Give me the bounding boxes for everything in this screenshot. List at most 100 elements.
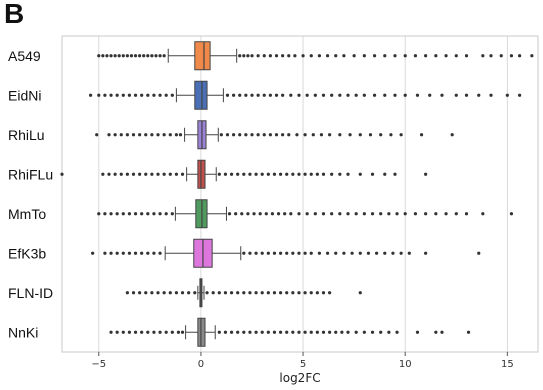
outlier-point [272,330,277,334]
box-a549 [97,41,534,71]
outlier-point [403,212,407,216]
outlier-point [101,172,105,176]
outlier-point [180,172,185,176]
category-label: FLN-ID [8,285,53,301]
outlier-point [236,172,240,176]
outlier-point [146,330,150,334]
outlier-point [434,54,438,58]
outlier-point [152,212,156,216]
outlier-point [262,54,266,58]
outlier-point [121,93,125,97]
outlier-point [125,291,129,295]
outlier-point [170,93,174,97]
outlier-point [131,133,136,137]
outlier-point [158,54,162,58]
outlier-point [227,212,232,216]
outlier-point [272,172,277,176]
outlier-point [291,330,295,334]
outlier-point [125,133,129,137]
outlier-point [144,172,148,176]
outlier-point [319,133,324,137]
outlier-point [105,54,109,58]
outlier-point [264,212,268,216]
outlier-point [303,330,307,334]
outlier-point [256,133,260,137]
outlier-point [358,133,362,137]
outlier-point [217,291,221,295]
outlier-point [338,172,342,176]
outlier-point [444,54,448,58]
outlier-point [342,251,346,255]
outlier-point [258,212,262,216]
outlier-point [89,93,93,97]
outlier-point [321,212,326,216]
outlier-point [242,251,246,255]
outlier-point [242,291,246,295]
outlier-point [131,291,136,295]
outlier-point [362,330,366,334]
outlier-point [248,330,252,334]
outlier-point [232,93,236,97]
outlier-point [303,251,307,255]
outlier-point [158,251,162,255]
outlier-point [293,54,297,58]
outlier-point [303,172,307,176]
outlier-point [236,330,240,334]
outlier-point [260,291,264,295]
outlier-point [391,251,395,255]
box-iqr [194,41,211,71]
outlier-point [140,212,144,216]
outlier-point [464,212,469,216]
outlier-point [387,212,391,216]
outlier-point [121,54,125,58]
plot-frame [61,35,539,353]
outlier-point [140,251,144,255]
outlier-point [346,330,350,334]
outlier-point [211,291,215,295]
outlier-point [164,212,168,216]
outlier-point [362,212,366,216]
box-fln-id [125,278,362,308]
outlier-point [454,93,458,97]
outlier-point [413,212,418,216]
category-label: RhiLu [8,127,45,143]
outlier-point [146,93,150,97]
outlier-point [217,172,221,176]
box-nnki [109,317,471,347]
outlier-point [387,330,391,334]
outlier-point [407,251,411,255]
outlier-point [133,251,138,255]
outlier-point [403,54,407,58]
outlier-point [115,330,119,334]
outlier-point [121,251,125,255]
outlier-point [309,251,313,255]
outlier-point [297,172,301,176]
outlier-point [162,172,166,176]
outlier-point [162,291,166,295]
outlier-point [152,330,156,334]
outlier-point [509,54,514,58]
outlier-point [278,251,283,255]
outlier-point [180,330,185,334]
outlier-point [129,54,134,58]
panel-label: B [4,0,25,29]
outlier-point [193,291,197,295]
outlier-point [248,291,252,295]
x-tick-label: 15 [501,359,514,370]
outlier-point [383,54,387,58]
outlier-point [464,54,469,58]
outlier-point [477,93,481,97]
outlier-point [250,133,254,137]
outlier-point [354,212,358,216]
outlier-point [238,54,242,58]
outlier-point [309,330,313,334]
outlier-point [266,172,270,176]
outlier-point [272,251,277,255]
outlier-point [395,330,399,334]
outlier-point [489,54,493,58]
outlier-point [530,54,534,58]
outlier-point [260,172,264,176]
outlier-point [287,54,291,58]
outlier-point [168,291,172,295]
category-label: MmTo [8,206,46,222]
